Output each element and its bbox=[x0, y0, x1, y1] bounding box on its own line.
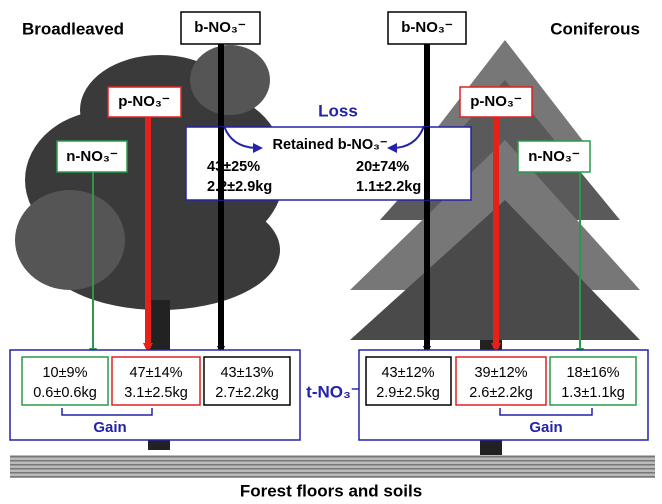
fraction-box bbox=[111, 356, 201, 406]
source-box bbox=[459, 86, 533, 118]
gain-label: Gain bbox=[93, 419, 126, 436]
source-label: p-NO₃⁻ bbox=[470, 93, 522, 110]
fraction-percent: 47±14% bbox=[129, 365, 182, 381]
retained-percent: 43±25% bbox=[207, 159, 260, 175]
source-label: n-NO₃⁻ bbox=[528, 148, 580, 165]
fraction-mass: 2.7±2.2kg bbox=[215, 385, 279, 401]
fraction-mass: 2.9±2.5kg bbox=[376, 385, 440, 401]
fraction-mass: 1.3±1.1kg bbox=[561, 385, 625, 401]
ground-label: Forest floors and soils bbox=[240, 481, 422, 500]
fraction-box bbox=[549, 356, 637, 406]
source-label: b-NO₃⁻ bbox=[401, 19, 453, 36]
total-label: t-NO₃⁻ bbox=[306, 382, 360, 401]
fraction-percent: 43±12% bbox=[381, 365, 434, 381]
gain-bracket bbox=[499, 408, 593, 416]
source-label: n-NO₃⁻ bbox=[66, 148, 118, 165]
retained-mass: 2.2±2.9kg bbox=[207, 179, 272, 195]
broadleaved-title: Broadleaved bbox=[22, 19, 124, 38]
source-box bbox=[180, 11, 261, 45]
fraction-percent: 10±9% bbox=[42, 365, 87, 381]
source-box bbox=[107, 86, 182, 118]
fraction-box bbox=[455, 356, 547, 406]
source-box bbox=[56, 140, 128, 173]
fraction-box bbox=[203, 356, 291, 406]
loss-arrow bbox=[223, 125, 263, 153]
retained-percent: 20±74% bbox=[356, 159, 409, 175]
fraction-percent: 39±12% bbox=[474, 365, 527, 381]
source-box bbox=[517, 140, 591, 173]
source-label: b-NO₃⁻ bbox=[194, 19, 246, 36]
gain-bracket bbox=[61, 408, 153, 416]
source-label: p-NO₃⁻ bbox=[118, 93, 170, 110]
fraction-percent: 43±13% bbox=[220, 365, 273, 381]
retained-mass: 1.1±2.2kg bbox=[356, 179, 421, 195]
coniferous-title: Coniferous bbox=[550, 19, 640, 38]
fraction-box bbox=[21, 356, 109, 406]
ground bbox=[10, 455, 655, 478]
loss-arrow bbox=[387, 125, 425, 153]
retained-title: Retained b-NO₃⁻ bbox=[272, 137, 387, 153]
fraction-mass: 0.6±0.6kg bbox=[33, 385, 97, 401]
source-box bbox=[387, 11, 467, 45]
gain-label: Gain bbox=[529, 419, 562, 436]
loss-label: Loss bbox=[318, 101, 358, 120]
fraction-mass: 2.6±2.2kg bbox=[469, 385, 533, 401]
fraction-box bbox=[365, 356, 452, 406]
fraction-mass: 3.1±2.5kg bbox=[124, 385, 188, 401]
fraction-percent: 18±16% bbox=[566, 365, 619, 381]
